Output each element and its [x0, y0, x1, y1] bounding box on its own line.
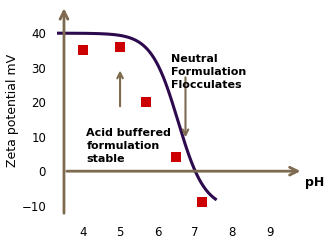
Text: pH: pH [305, 176, 324, 189]
Text: Neutral
Formulation
Flocculates: Neutral Formulation Flocculates [171, 54, 246, 90]
Point [200, 200, 205, 204]
Point [117, 45, 123, 49]
Text: Acid buffered
formulation
stable: Acid buffered formulation stable [86, 128, 171, 164]
Point [174, 155, 179, 159]
Y-axis label: Zeta potential mV: Zeta potential mV [6, 54, 18, 167]
Point [144, 100, 149, 104]
Point [80, 49, 85, 52]
